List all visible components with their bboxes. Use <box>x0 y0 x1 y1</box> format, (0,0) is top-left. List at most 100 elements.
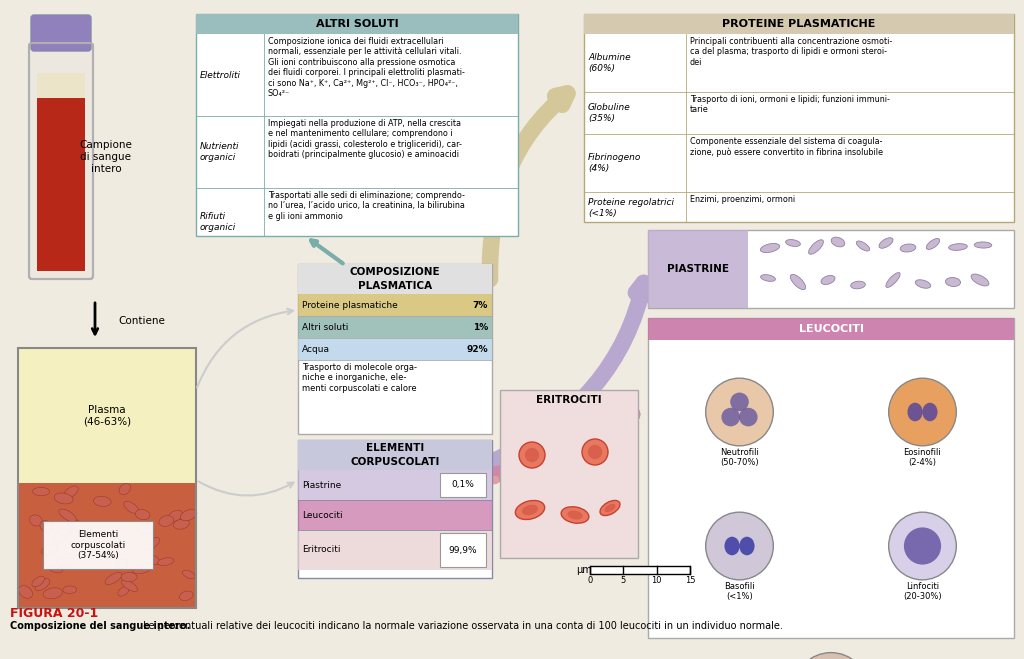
Ellipse shape <box>851 281 865 289</box>
Ellipse shape <box>43 588 62 599</box>
Text: 92%: 92% <box>466 345 488 353</box>
Text: Le percentuali relative dei leucociti indicano la normale variazione osservata i: Le percentuali relative dei leucociti in… <box>140 621 783 631</box>
Ellipse shape <box>761 243 779 252</box>
Ellipse shape <box>53 529 70 543</box>
Circle shape <box>794 652 868 659</box>
Ellipse shape <box>93 496 112 507</box>
Bar <box>584 14 1014 34</box>
Ellipse shape <box>785 240 801 246</box>
Text: PLASMATICA: PLASMATICA <box>358 281 432 291</box>
Ellipse shape <box>730 393 749 411</box>
Bar <box>440 533 486 567</box>
Ellipse shape <box>519 442 545 468</box>
Bar <box>18 348 196 608</box>
Ellipse shape <box>57 558 76 567</box>
Text: CORPUSCOLATI: CORPUSCOLATI <box>350 457 439 467</box>
Ellipse shape <box>158 558 174 565</box>
Circle shape <box>889 378 956 446</box>
Ellipse shape <box>137 525 154 534</box>
Text: Trasporto di molecole orga-
niche e inorganiche, ele-
menti corpuscolati e calor: Trasporto di molecole orga- niche e inor… <box>302 363 417 393</box>
Text: Rifiuti
organici: Rifiuti organici <box>200 212 237 232</box>
Ellipse shape <box>809 240 823 254</box>
Ellipse shape <box>561 507 589 523</box>
Text: Acqua: Acqua <box>302 345 330 353</box>
Text: ALTRI SOLUTI: ALTRI SOLUTI <box>315 19 398 29</box>
Bar <box>18 483 196 608</box>
Ellipse shape <box>71 527 85 537</box>
Bar <box>298 500 492 530</box>
Text: Eritrociti: Eritrociti <box>302 546 341 554</box>
Text: Trasportati alle sedi di eliminazione; comprendo-
no l’urea, l’acido urico, la c: Trasportati alle sedi di eliminazione; c… <box>268 191 465 221</box>
Ellipse shape <box>724 536 739 556</box>
Bar <box>43 521 153 569</box>
Ellipse shape <box>173 519 189 529</box>
Bar <box>37 98 85 271</box>
Text: PIASTRINE: PIASTRINE <box>667 264 729 274</box>
Ellipse shape <box>907 403 923 421</box>
Ellipse shape <box>515 500 545 519</box>
Bar <box>648 230 1014 308</box>
Ellipse shape <box>522 505 538 515</box>
Text: ELEMENTI: ELEMENTI <box>366 444 424 453</box>
Text: Enzimi, proenzimi, ormoni: Enzimi, proenzimi, ormoni <box>690 195 795 204</box>
Ellipse shape <box>856 241 869 251</box>
Bar <box>298 440 492 578</box>
Bar <box>298 530 492 570</box>
Text: Impiegati nella produzione di ATP, nella crescita
e nel mantenimento cellulare; : Impiegati nella produzione di ATP, nella… <box>268 119 462 159</box>
Ellipse shape <box>179 591 194 600</box>
Circle shape <box>904 527 941 565</box>
Bar <box>440 473 486 497</box>
Ellipse shape <box>791 274 806 289</box>
Ellipse shape <box>124 501 139 513</box>
Ellipse shape <box>65 543 77 554</box>
Bar <box>298 316 492 338</box>
Text: Altri soluti: Altri soluti <box>302 322 348 331</box>
Text: 15: 15 <box>685 576 695 585</box>
Text: FIGURA 20-1: FIGURA 20-1 <box>10 607 98 620</box>
Bar <box>298 470 492 500</box>
Ellipse shape <box>604 504 615 512</box>
Text: Nutrienti
organici: Nutrienti organici <box>200 142 240 161</box>
Text: Neutrofili
(50-70%): Neutrofili (50-70%) <box>720 448 759 467</box>
Bar <box>196 14 518 236</box>
Text: Proteine plasmatiche: Proteine plasmatiche <box>302 301 397 310</box>
Bar <box>18 348 196 483</box>
Ellipse shape <box>525 448 540 462</box>
Ellipse shape <box>119 484 131 494</box>
Ellipse shape <box>886 273 900 287</box>
Ellipse shape <box>135 509 150 520</box>
Ellipse shape <box>121 580 137 591</box>
Circle shape <box>706 378 773 446</box>
Text: 99,9%: 99,9% <box>449 546 477 554</box>
Ellipse shape <box>761 275 775 281</box>
Text: Linfociti
(20-30%): Linfociti (20-30%) <box>903 582 942 601</box>
Bar <box>648 318 1014 638</box>
Ellipse shape <box>600 500 620 515</box>
Ellipse shape <box>33 488 50 496</box>
Ellipse shape <box>18 586 33 598</box>
Ellipse shape <box>35 579 50 590</box>
Ellipse shape <box>72 521 88 534</box>
FancyBboxPatch shape <box>29 43 93 279</box>
Ellipse shape <box>42 544 58 555</box>
Ellipse shape <box>145 537 160 550</box>
Bar <box>298 294 492 316</box>
Text: Globuline
(35%): Globuline (35%) <box>588 103 631 123</box>
Ellipse shape <box>180 509 197 521</box>
Text: Componente essenziale del sistema di coagula-
zione, può essere convertito in fi: Componente essenziale del sistema di coa… <box>690 137 883 157</box>
Ellipse shape <box>133 565 151 573</box>
Text: PROTEINE PLASMATICHE: PROTEINE PLASMATICHE <box>722 19 876 29</box>
Bar <box>590 566 690 574</box>
Ellipse shape <box>915 279 931 288</box>
Text: Proteine regolatrici
(<1%): Proteine regolatrici (<1%) <box>588 198 674 217</box>
Ellipse shape <box>121 573 137 582</box>
Text: 5: 5 <box>621 576 626 585</box>
Text: Basofili
(<1%): Basofili (<1%) <box>724 582 755 601</box>
Text: Fibrinogeno
(4%): Fibrinogeno (4%) <box>588 154 641 173</box>
Ellipse shape <box>159 515 174 527</box>
Bar <box>500 390 638 558</box>
Bar <box>298 264 492 294</box>
Ellipse shape <box>900 244 915 252</box>
Ellipse shape <box>948 244 968 250</box>
Text: Plasma
(46-63%): Plasma (46-63%) <box>83 405 131 426</box>
